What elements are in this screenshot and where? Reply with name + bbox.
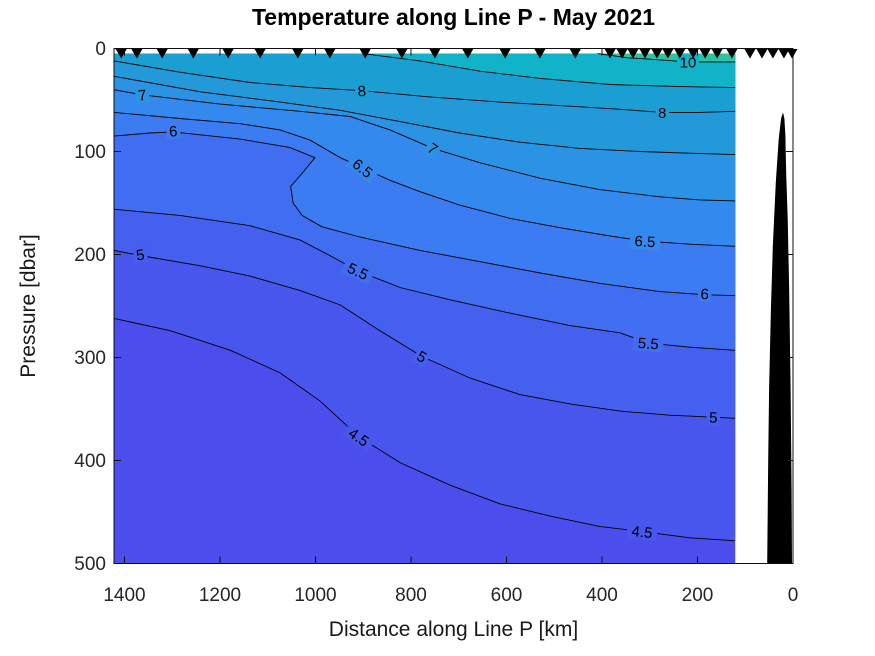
contour-label-mask: [697, 284, 712, 303]
x-tick-label: 600: [491, 585, 523, 606]
station-marker: [359, 49, 371, 59]
x-tick-label: 1000: [294, 585, 336, 606]
station-marker: [292, 49, 304, 59]
contour-label: 10: [680, 54, 697, 71]
station-marker: [767, 49, 779, 59]
y-tick-label: 0: [95, 39, 106, 60]
x-tick-label: 200: [682, 585, 714, 606]
station-marker: [639, 49, 651, 59]
station-marker: [662, 49, 674, 59]
station-marker: [254, 49, 266, 59]
station-marker: [744, 49, 756, 59]
x-tick-label: 400: [586, 585, 618, 606]
contour-label-mask: [165, 121, 181, 140]
x-tick-label: 0: [788, 585, 799, 606]
contour-label-group: 5: [706, 408, 721, 427]
contour-label-group: 5: [411, 345, 433, 368]
station-marker: [396, 49, 408, 59]
contour-label-mask: [706, 408, 721, 426]
contour-line-9: [362, 53, 736, 89]
contour-line-6: [113, 131, 736, 297]
axes-box: [113, 48, 794, 564]
contour-label-mask: [354, 81, 370, 100]
contour-label-group: 7: [134, 85, 151, 105]
contour-line-6.5: [113, 111, 736, 247]
y-tick-label: 300: [74, 348, 106, 369]
station-marker: [616, 49, 628, 59]
station-marker: [711, 49, 723, 59]
chart-title: Temperature along Line P - May 2021: [251, 4, 656, 30]
contour-label-mask: [340, 256, 376, 286]
contour-label-group: 7: [422, 137, 444, 160]
contour-label: 5: [135, 246, 146, 264]
contour-label: 8: [658, 105, 666, 122]
contour-label: 5.5: [637, 335, 659, 353]
station-marker: [534, 49, 546, 59]
station-marker: [429, 49, 441, 59]
station-marker: [778, 49, 790, 59]
contour-label-mask: [134, 85, 151, 105]
station-marker: [604, 49, 616, 59]
contour-label: 4.5: [631, 523, 654, 542]
contour-label-mask: [422, 137, 444, 160]
contour-label-group: 6.5: [345, 151, 381, 185]
station-marker: [222, 49, 234, 59]
bathymetry-shape: [767, 112, 792, 564]
contour-line-10: [597, 53, 736, 63]
contour-label-group: 6: [165, 121, 181, 141]
station-marker: [462, 49, 474, 59]
station-marker: [499, 49, 511, 59]
station-marker: [726, 49, 738, 59]
contour-label-group: 4.5: [626, 521, 659, 542]
x-axis-title: Distance along Line P [km]: [328, 618, 579, 641]
station-marker: [187, 49, 199, 59]
y-tick-label: 400: [74, 451, 106, 472]
station-marker: [786, 49, 798, 59]
contour-label-mask: [341, 421, 377, 453]
y-tick-label: 200: [74, 245, 106, 266]
station-marker: [674, 49, 686, 59]
station-marker: [115, 49, 127, 59]
contour-label-mask: [132, 245, 149, 264]
station-marker: [756, 49, 768, 59]
x-tick-label: 800: [395, 585, 427, 606]
x-tick-label: 1400: [103, 585, 145, 606]
contour-label: 6: [168, 123, 178, 141]
contour-line-7.5: [113, 75, 736, 156]
contour-label-group: 5.5: [632, 333, 665, 353]
contour-label-mask: [411, 345, 433, 368]
contour-label-mask: [629, 231, 661, 251]
station-marker: [699, 49, 711, 59]
contour-label-mask: [345, 151, 381, 185]
y-axis-title: Pressure [dbar]: [17, 234, 40, 378]
station-marker: [131, 49, 143, 59]
contour-label-group: 8: [655, 103, 669, 122]
contour-label-mask: [626, 521, 659, 542]
contour-label-group: 6: [697, 284, 712, 303]
station-marker: [687, 49, 699, 59]
x-tick-label: 1200: [199, 585, 241, 606]
contour-label: 7: [137, 87, 148, 105]
contour-label: 6: [700, 286, 709, 303]
station-marker: [651, 49, 663, 59]
band-above-9: [362, 53, 736, 88]
contour-label: 6.5: [634, 233, 656, 251]
station-marker: [569, 49, 581, 59]
contour-label: 8: [357, 83, 367, 101]
station-marker: [627, 49, 639, 59]
contour-label-group: 5: [132, 245, 149, 264]
y-tick-label: 500: [74, 554, 106, 575]
station-marker: [324, 49, 336, 59]
contour-label-group: 8: [354, 81, 370, 101]
contour-label: 5: [709, 410, 718, 427]
contour-label-group: 6.5: [629, 231, 661, 251]
y-tick-label: 100: [74, 142, 106, 163]
contour-label-mask: [632, 333, 665, 353]
station-marker: [156, 49, 168, 59]
contour-label-mask: [655, 103, 669, 121]
